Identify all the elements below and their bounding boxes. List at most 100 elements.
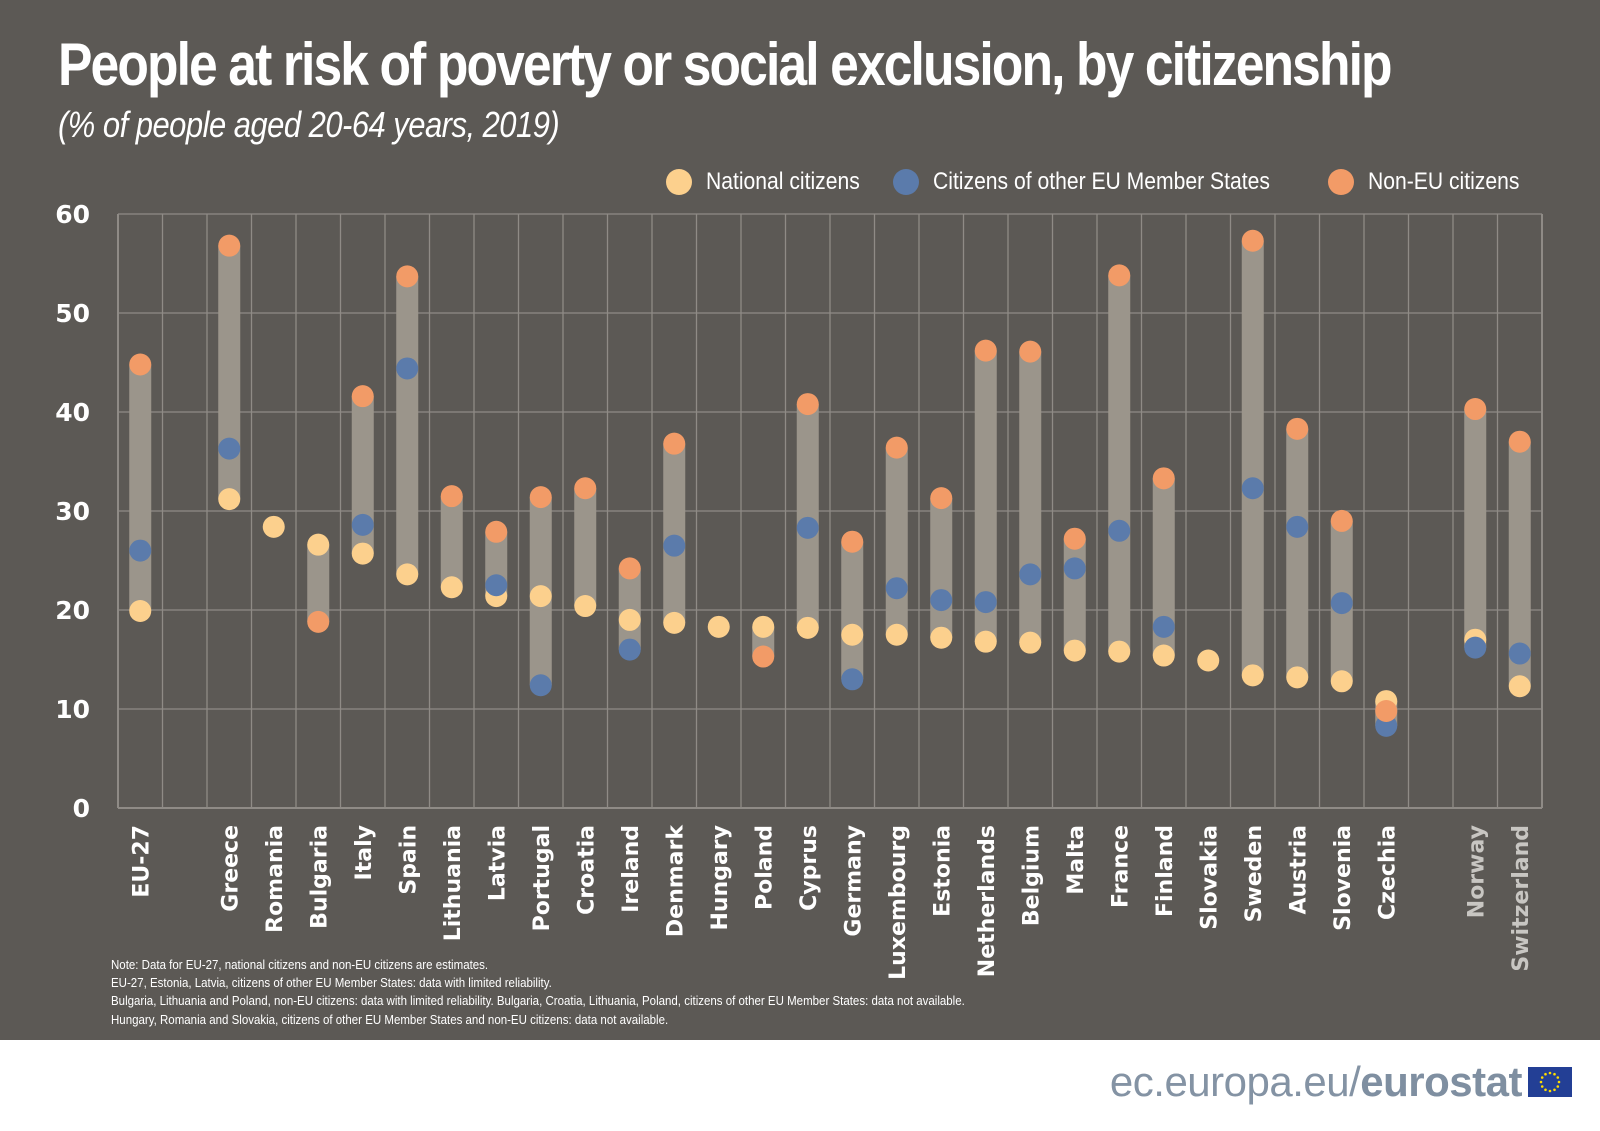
range-bar — [218, 245, 241, 500]
y-tick-label: 20 — [55, 596, 90, 625]
star-icon — [1556, 1076, 1560, 1079]
x-tick-label: Norway — [1464, 825, 1489, 918]
data-point-non-eu — [396, 265, 419, 288]
data-point-national — [1019, 631, 1042, 654]
x-tick-label: Estonia — [930, 825, 955, 917]
data-point-non-eu — [1063, 527, 1086, 550]
legend-label: National citizens — [706, 168, 861, 195]
range-bar — [885, 447, 908, 635]
range-bar — [663, 443, 686, 623]
data-point-national — [1286, 666, 1309, 689]
x-tick-label: Belgium — [1019, 825, 1044, 926]
data-point-non-eu — [930, 487, 953, 510]
footnote: Note: Data for EU-27, national citizens … — [111, 958, 489, 972]
data-point-other-eu — [885, 577, 908, 600]
data-point-non-eu — [307, 610, 330, 633]
data-point-non-eu — [1330, 509, 1353, 532]
star-icon — [1539, 1080, 1543, 1084]
x-tick-label: Czechia — [1375, 825, 1400, 920]
range-bar — [1152, 478, 1175, 656]
x-tick-label: Latvia — [485, 825, 510, 901]
data-point-non-eu — [440, 485, 463, 508]
data-point-national — [218, 488, 241, 511]
data-point-other-eu — [1063, 557, 1086, 580]
legend-item-other-eu: Citizens of other EU Member States — [893, 168, 1302, 196]
x-tick-label: Germany — [841, 825, 866, 937]
legend-label: Non-EU citizens — [1367, 168, 1520, 195]
data-point-non-eu — [1019, 340, 1042, 363]
x-tick-label: Austria — [1286, 825, 1311, 915]
data-point-national — [129, 599, 152, 622]
data-point-national — [796, 616, 819, 639]
eu-flag-icon — [1528, 1067, 1572, 1097]
data-point-non-eu — [1464, 398, 1487, 421]
footnotes: Note: Data for EU-27, national citizens … — [111, 956, 965, 1029]
data-point-national — [1241, 664, 1264, 687]
y-tick-label: 50 — [55, 299, 90, 328]
x-tick-label: Ireland — [619, 825, 644, 913]
data-point-other-eu — [930, 589, 953, 612]
range-bar — [396, 276, 419, 575]
x-tick-label: Greece — [218, 825, 243, 912]
x-tick-label: Spain — [396, 825, 421, 895]
data-point-national — [351, 542, 374, 565]
x-tick-label: Switzerland — [1509, 825, 1534, 972]
dot-range-chart: 0 10 20 30 40 50 60 EU-27 Greece Romania Bulgaria I… — [55, 200, 1543, 980]
star-icon — [1553, 1088, 1556, 1092]
data-point-non-eu — [218, 234, 241, 257]
range-bar — [796, 404, 819, 628]
range-bar — [974, 350, 997, 642]
data-point-national — [707, 615, 730, 638]
x-tick-label: Lithuania — [441, 825, 466, 941]
star-icon — [1548, 1071, 1552, 1075]
range-bar — [1108, 275, 1131, 652]
data-point-non-eu — [529, 486, 552, 509]
range-bar — [1241, 240, 1264, 676]
data-point-national — [663, 611, 686, 634]
range-bar — [574, 488, 597, 607]
y-tick-label: 0 — [73, 794, 90, 823]
x-tick-label: EU-27 — [129, 825, 154, 898]
range-bar — [307, 544, 330, 622]
data-point-non-eu — [1286, 417, 1309, 440]
data-point-other-eu — [1464, 636, 1487, 659]
data-point-other-eu — [974, 591, 997, 614]
data-point-other-eu — [1330, 592, 1353, 615]
data-point-non-eu — [663, 432, 686, 455]
eurostat-link[interactable]: ec.europa.eu/eurostat — [1110, 1058, 1523, 1106]
x-tick-label: Sweden — [1242, 825, 1267, 922]
y-tick-label: 40 — [55, 398, 90, 427]
data-point-non-eu — [974, 339, 997, 362]
data-point-national — [440, 576, 463, 599]
data-point-other-eu — [663, 534, 686, 557]
y-tick-label: 10 — [55, 695, 90, 724]
footnote: EU-27, Estonia, Latvia, citizens of othe… — [111, 976, 552, 991]
x-tick-label: Bulgaria — [307, 825, 332, 929]
data-point-other-eu — [485, 574, 508, 597]
legend-item-national: National citizens — [666, 168, 867, 196]
data-point-other-eu — [1108, 519, 1131, 542]
data-point-non-eu — [796, 393, 819, 416]
data-point-other-eu — [841, 668, 864, 691]
data-point-non-eu — [885, 436, 908, 459]
data-point-national — [752, 615, 775, 638]
x-tick-label: Denmark — [663, 824, 688, 937]
data-point-national — [529, 585, 552, 608]
range-bar — [841, 541, 864, 680]
national-circle-icon — [666, 169, 693, 195]
x-tick-label: Netherlands — [975, 825, 1000, 977]
range-bar — [1019, 351, 1042, 643]
footnote: Bulgaria, Lithuania and Poland, non-EU c… — [111, 994, 965, 1009]
x-tick-label: France — [1108, 825, 1133, 908]
url-bold: eurostat — [1360, 1058, 1522, 1105]
data-point-non-eu — [574, 477, 597, 500]
data-point-other-eu — [351, 513, 374, 536]
data-point-other-eu — [129, 539, 152, 562]
data-point-national — [1508, 675, 1531, 698]
x-tick-label: Luxembourg — [886, 825, 911, 980]
data-point-other-eu — [618, 638, 641, 661]
data-point-national — [1197, 649, 1220, 672]
x-tick-label: Croatia — [574, 825, 599, 915]
star-icon — [1540, 1076, 1544, 1079]
data-point-national — [618, 608, 641, 631]
